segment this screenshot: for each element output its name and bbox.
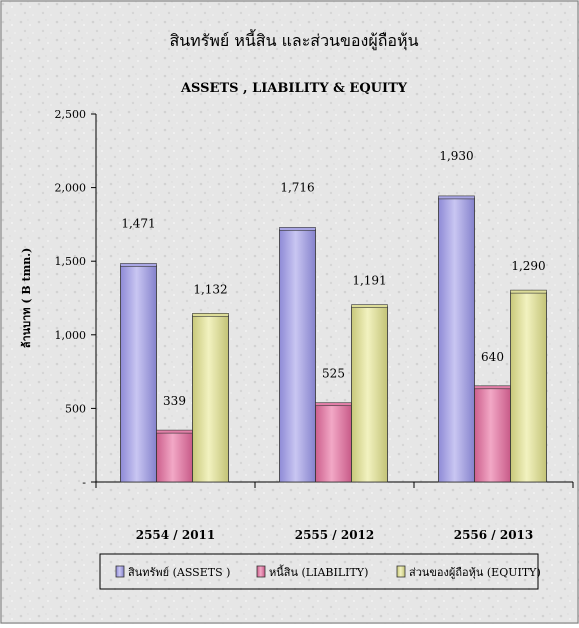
- legend-item: หนี้สิน (LIABILITY): [256, 564, 368, 579]
- legend: สินทรัพย์ (ASSETS ) หนี้สิน (LIABILITY) ส่…: [99, 553, 541, 590]
- legend-swatch: [256, 565, 266, 578]
- x-tick-label: 2556 / 2013: [454, 528, 534, 542]
- bar-top: [156, 429, 193, 434]
- bar: [192, 313, 229, 483]
- bar-top: [120, 263, 157, 267]
- bar-body: [279, 229, 316, 483]
- bar: [279, 227, 316, 483]
- bar-top: [510, 289, 547, 294]
- bar-body: [351, 306, 388, 483]
- bar-body: [438, 197, 475, 483]
- value-labels: 1,471 339 1,132 1,716 525 1,191 1,930 640 1,290: [121, 149, 545, 408]
- data-label: 1,930: [439, 149, 473, 163]
- bar-body: [510, 291, 547, 483]
- y-tick-label: -: [82, 476, 86, 489]
- bar: [351, 304, 388, 483]
- bar: [438, 195, 475, 483]
- bar-body: [474, 387, 511, 483]
- bar: [510, 289, 547, 483]
- legend-box: [99, 553, 539, 590]
- bars: [120, 195, 547, 483]
- bar-top: [315, 402, 352, 407]
- data-label: 525: [322, 367, 345, 381]
- bar: [120, 263, 157, 483]
- bar-top: [474, 385, 511, 390]
- bar-top: [279, 227, 316, 231]
- x-tick-label: 2555 / 2012: [295, 528, 375, 542]
- chart-title: สินทรัพย์ หนี้สิน และส่วนของผู้ถือหุ้น: [169, 29, 418, 51]
- legend-label: สินทรัพย์ (ASSETS ): [128, 566, 231, 579]
- data-label: 640: [481, 350, 504, 364]
- data-label: 1,471: [121, 216, 155, 230]
- bar-body: [192, 314, 229, 483]
- bar: [315, 402, 352, 483]
- legend-item: สินทรัพย์ (ASSETS ): [115, 565, 231, 579]
- bar: [474, 385, 511, 483]
- bar-top: [192, 313, 229, 317]
- data-label: 1,132: [193, 282, 227, 296]
- y-tick-label: 1,500: [55, 255, 87, 268]
- legend-items: สินทรัพย์ (ASSETS ) หนี้สิน (LIABILITY) ส่…: [115, 564, 541, 579]
- bar-body: [156, 431, 193, 483]
- data-label: 1,290: [511, 259, 545, 273]
- legend-swatch: [396, 565, 406, 578]
- data-label: 1,191: [352, 274, 386, 288]
- y-ticks: - 500 1,000 1,500 2,000 2,500: [55, 108, 96, 489]
- legend-item: ส่วนของผู้ถือหุ้น (EQUITY): [396, 565, 541, 579]
- x-labels: 2554 / 2011 2555 / 2012 2556 / 2013: [136, 528, 534, 542]
- y-tick-label: 2,000: [55, 182, 87, 195]
- bar-body: [120, 265, 157, 483]
- y-tick-label: 500: [65, 402, 86, 415]
- bar-body: [315, 404, 352, 483]
- y-axis-label: ล้านบาท ( B tmn.): [20, 248, 33, 349]
- legend-label: หนี้สิน (LIABILITY): [269, 564, 368, 579]
- chart-subtitle: ASSETS , LIABILITY & EQUITY: [180, 81, 408, 96]
- x-tick-label: 2554 / 2011: [136, 528, 216, 542]
- data-label: 339: [163, 394, 186, 408]
- bar-top: [438, 195, 475, 200]
- y-tick-label: 2,500: [55, 108, 87, 121]
- y-tick-label: 1,000: [55, 329, 87, 342]
- bar: [156, 429, 193, 483]
- legend-label: ส่วนของผู้ถือหุ้น (EQUITY): [409, 566, 541, 579]
- data-label: 1,716: [280, 180, 314, 194]
- legend-swatch: [115, 565, 125, 578]
- bar-top: [351, 304, 388, 308]
- x-ticks: [95, 482, 574, 488]
